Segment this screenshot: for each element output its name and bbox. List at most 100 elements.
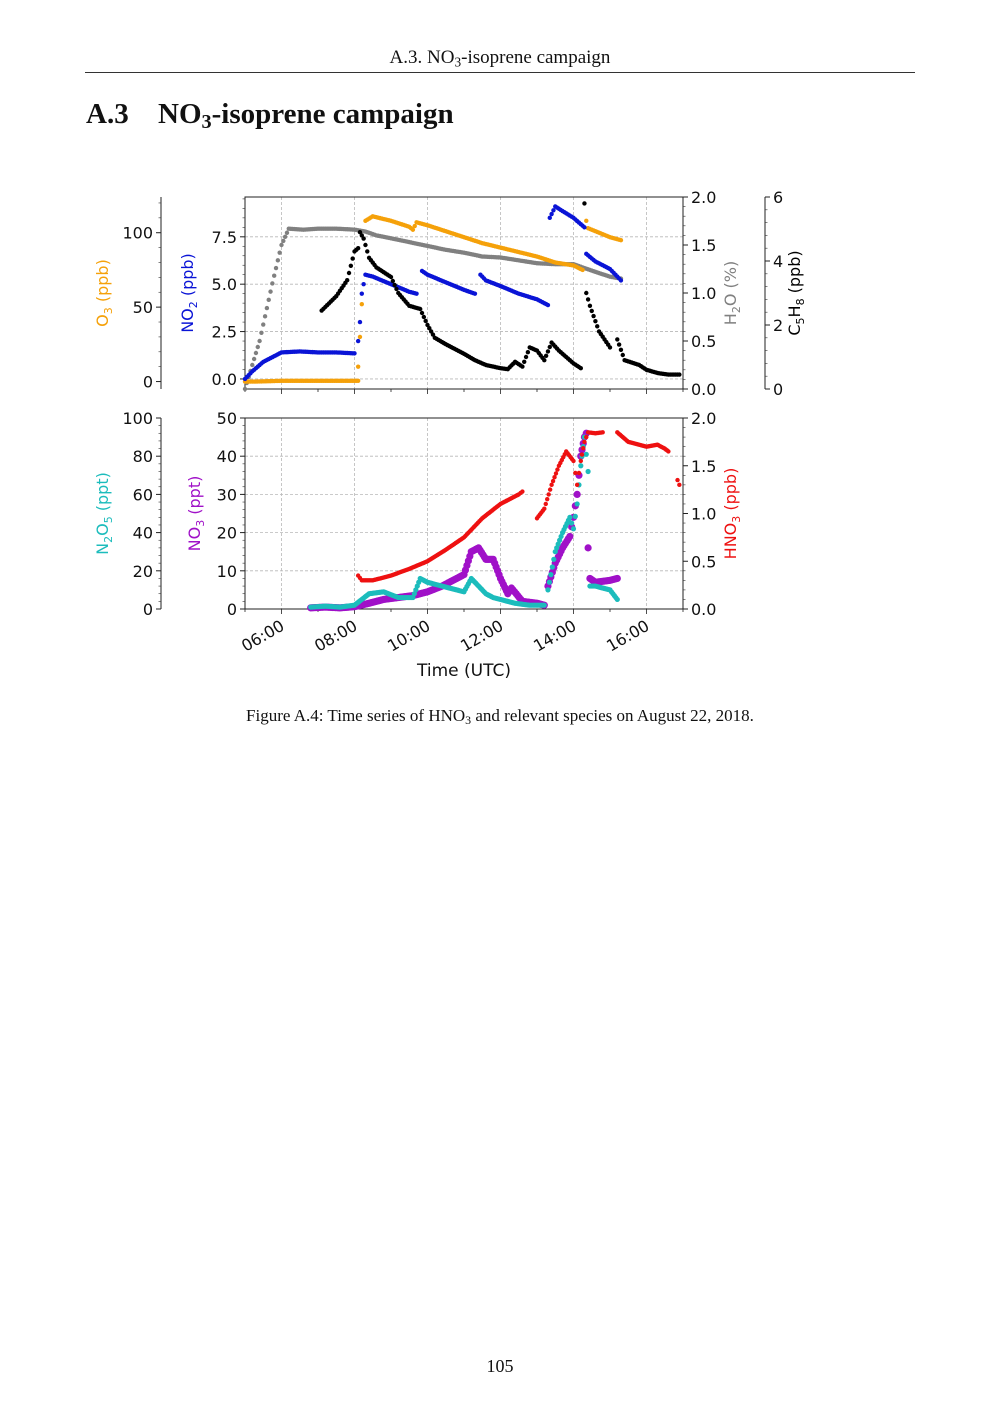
- label-text: (ppt): [185, 476, 204, 520]
- data-point: [553, 471, 559, 476]
- data-point: [607, 345, 613, 350]
- y-axis-n2o5: 0 20 40 60 80 100 N2O5 (ppt): [93, 409, 162, 619]
- data-point: [392, 282, 397, 288]
- data-point: [549, 564, 555, 570]
- y-tick-label: 20: [133, 562, 153, 581]
- label-text: H: [721, 313, 740, 325]
- section-title: A.3 NO3-isoprene campaign: [86, 98, 454, 134]
- data-point: [545, 349, 551, 354]
- data-point: [580, 267, 585, 273]
- label-text: (ppt): [93, 472, 112, 516]
- data-point: [587, 303, 593, 308]
- data-point: [582, 439, 587, 445]
- series-o3: [242, 214, 624, 384]
- series-c5h8: [319, 201, 682, 377]
- data-point: [550, 478, 556, 484]
- y-tick-label: 0.5: [691, 332, 716, 351]
- x-tick-label: 10:00: [384, 616, 433, 656]
- label-subscript: 5: [794, 317, 807, 324]
- label-text: H: [785, 305, 804, 317]
- data-point: [282, 234, 288, 240]
- y-tick-label: 100: [122, 224, 153, 243]
- y-tick-label: 0.0: [691, 600, 716, 619]
- data-point: [430, 332, 436, 337]
- y-axis-no3: 0 10 20 30 40 50 NO3 (ppt): [185, 409, 245, 619]
- data-point: [363, 242, 368, 248]
- x-tick-label: 12:00: [457, 616, 506, 656]
- series-no2: [242, 204, 624, 382]
- y-tick-label: 2: [773, 316, 783, 335]
- y-tick-label: 50: [133, 298, 153, 317]
- data-point: [388, 274, 394, 280]
- x-tick-label: 06:00: [238, 616, 287, 656]
- data-point: [259, 330, 264, 335]
- y-tick-label: 30: [217, 485, 237, 504]
- data-point: [618, 278, 624, 283]
- data-point: [584, 434, 589, 440]
- label-text: C: [785, 324, 804, 335]
- data-point: [253, 350, 259, 356]
- y-tick-label: 0: [227, 600, 237, 619]
- data-point: [618, 347, 624, 352]
- data-point: [593, 318, 598, 324]
- data-point: [357, 334, 363, 340]
- data-point: [428, 329, 434, 334]
- data-point: [571, 458, 576, 464]
- data-point: [361, 236, 366, 241]
- running-head: A.3. NO3-isoprene campaign: [389, 47, 611, 70]
- y-tick-label: 0: [773, 380, 783, 399]
- series-h2o: [242, 226, 624, 392]
- data-point: [346, 270, 352, 276]
- label-subscript: 3: [194, 520, 207, 527]
- data-point: [572, 513, 578, 519]
- data-point: [355, 364, 361, 369]
- label-subscript: 2: [102, 536, 115, 543]
- data-point: [352, 351, 357, 356]
- data-point: [546, 492, 551, 497]
- data-point: [546, 579, 553, 585]
- data-point: [251, 356, 257, 362]
- data-point: [547, 215, 552, 221]
- y-tick-label: 0.0: [212, 370, 237, 389]
- y-tick-label: 10: [217, 562, 237, 581]
- figure-caption: Figure A.4: Time series of HNO3 and rele…: [246, 706, 754, 727]
- y-tick-label: 40: [217, 447, 237, 466]
- y-tick-label: 0: [143, 600, 153, 619]
- data-point: [576, 470, 582, 476]
- data-point: [357, 319, 363, 325]
- y-tick-label: 0: [143, 373, 153, 392]
- data-point: [525, 350, 531, 355]
- data-point: [261, 322, 266, 327]
- y-tick-label: 7.5: [212, 228, 237, 247]
- data-point: [616, 342, 622, 347]
- data-point: [427, 326, 432, 331]
- data-point: [578, 463, 584, 469]
- page-number: 105: [486, 1356, 514, 1376]
- y-axis-o3: 0 50 100 O3 (ppb): [93, 197, 162, 392]
- data-point: [268, 289, 273, 294]
- data-point: [273, 265, 279, 271]
- y-tick-label: 0.5: [691, 552, 716, 571]
- data-point: [262, 314, 268, 319]
- y-tick-label: 80: [133, 447, 153, 466]
- data-point: [578, 458, 583, 464]
- series-hno3: [355, 430, 682, 583]
- data-point: [542, 358, 547, 363]
- data-point: [414, 291, 419, 296]
- y-tick-label: 2.0: [691, 409, 716, 428]
- y-tick-label: 50: [217, 409, 237, 428]
- y-tick-label: 40: [133, 524, 153, 543]
- data-point: [581, 446, 586, 451]
- data-point: [589, 308, 594, 314]
- data-point: [552, 475, 557, 480]
- y-tick-label: 20: [217, 524, 237, 543]
- y-axis-label-o3: O3 (ppb): [93, 259, 115, 327]
- data-point: [272, 273, 277, 278]
- y-axis-no2: 0.0 2.5 5.0 7.5 NO2 (ppb): [178, 198, 245, 389]
- data-point: [620, 352, 625, 358]
- y-tick-label: 1.5: [691, 457, 716, 476]
- data-point: [547, 487, 553, 492]
- data-point: [551, 208, 556, 213]
- data-point: [270, 281, 275, 286]
